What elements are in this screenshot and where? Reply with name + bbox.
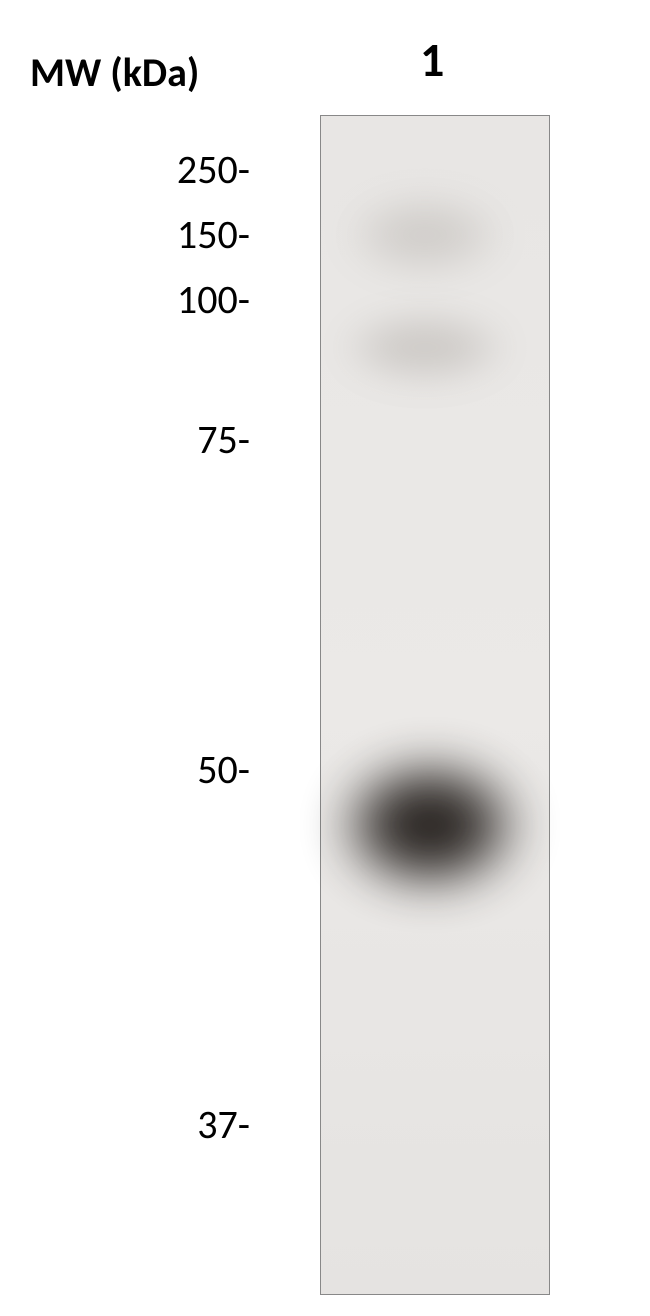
blot-lane (320, 115, 550, 1295)
marker-label-37: 37- (70, 1100, 250, 1149)
marker-label-250: 250- (70, 145, 250, 194)
marker-label-150: 150- (70, 210, 250, 259)
blot-band-0 (345, 195, 505, 275)
lane-number-label: 1 (420, 30, 444, 89)
marker-label-50: 50- (70, 745, 250, 794)
blot-band-2 (335, 755, 525, 895)
marker-label-100: 100- (70, 275, 250, 324)
blot-band-1 (340, 310, 510, 385)
marker-label-75: 75- (70, 415, 250, 464)
mw-header-label: MW (kDa) (30, 48, 199, 97)
